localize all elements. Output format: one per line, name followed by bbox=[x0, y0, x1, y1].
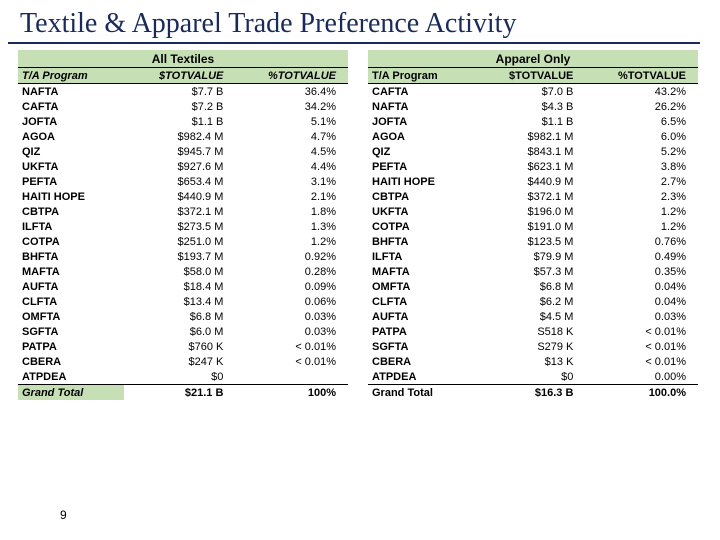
table-row: HAITI HOPE$440.9 M2.1% bbox=[18, 189, 348, 204]
table-row: NAFTA$4.3 B26.2% bbox=[368, 99, 698, 114]
table-row: PEFTA$653.4 M3.1% bbox=[18, 174, 348, 189]
table-row: CBERA$247 K< 0.01% bbox=[18, 354, 348, 369]
table-row: OMFTA$6.8 M0.04% bbox=[368, 279, 698, 294]
table-row: CLFTA$6.2 M0.04% bbox=[368, 294, 698, 309]
right-col-pct: %TOTVALUE bbox=[577, 68, 698, 84]
table-row: PATPA$760 K< 0.01% bbox=[18, 339, 348, 354]
table-row: CAFTA$7.0 B43.2% bbox=[368, 84, 698, 100]
table-row: ATPDEA$0 bbox=[18, 369, 348, 385]
left-grand-total: Grand Total $21.1 B 100% bbox=[18, 385, 348, 401]
table-row: PEFTA$623.1 M3.8% bbox=[368, 159, 698, 174]
table-row: SGFTAS279 K< 0.01% bbox=[368, 339, 698, 354]
all-textiles-table: All Textiles T/A Program $TOTVALUE %TOTV… bbox=[18, 50, 348, 400]
table-row: AGOA$982.1 M6.0% bbox=[368, 129, 698, 144]
table-row: UKFTA$927.6 M4.4% bbox=[18, 159, 348, 174]
table-row: COTPA$191.0 M1.2% bbox=[368, 219, 698, 234]
right-caption: Apparel Only bbox=[368, 50, 698, 68]
table-row: QIZ$843.1 M5.2% bbox=[368, 144, 698, 159]
table-row: BHFTA$123.5 M0.76% bbox=[368, 234, 698, 249]
table-row: BHFTA$193.7 M0.92% bbox=[18, 249, 348, 264]
table-row: OMFTA$6.8 M0.03% bbox=[18, 309, 348, 324]
left-col-value: $TOTVALUE bbox=[124, 68, 228, 84]
page-title: Textile & Apparel Trade Preference Activ… bbox=[8, 0, 700, 44]
right-col-value: $TOTVALUE bbox=[474, 68, 578, 84]
table-row: AUFTA$4.5 M0.03% bbox=[368, 309, 698, 324]
table-row: HAITI HOPE$440.9 M2.7% bbox=[368, 174, 698, 189]
table-row: MAFTA$57.3 M0.35% bbox=[368, 264, 698, 279]
table-row: ILFTA$79.9 M0.49% bbox=[368, 249, 698, 264]
table-row: PATPAS518 K< 0.01% bbox=[368, 324, 698, 339]
left-col-pct: %TOTVALUE bbox=[227, 68, 348, 84]
table-row: ATPDEA$00.00% bbox=[368, 369, 698, 385]
table-row: COTPA$251.0 M1.2% bbox=[18, 234, 348, 249]
table-row: UKFTA$196.0 M1.2% bbox=[368, 204, 698, 219]
right-grand-total: Grand Total $16.3 B 100.0% bbox=[368, 385, 698, 401]
left-caption: All Textiles bbox=[18, 50, 348, 68]
table-row: CAFTA$7.2 B34.2% bbox=[18, 99, 348, 114]
left-col-program: T/A Program bbox=[18, 68, 124, 84]
table-row: CBTPA$372.1 M2.3% bbox=[368, 189, 698, 204]
table-row: ILFTA$273.5 M1.3% bbox=[18, 219, 348, 234]
table-row: SGFTA$6.0 M0.03% bbox=[18, 324, 348, 339]
table-row: CBTPA$372.1 M1.8% bbox=[18, 204, 348, 219]
table-row: MAFTA$58.0 M0.28% bbox=[18, 264, 348, 279]
tables-container: All Textiles T/A Program $TOTVALUE %TOTV… bbox=[0, 50, 720, 400]
table-row: JOFTA$1.1 B5.1% bbox=[18, 114, 348, 129]
table-row: CLFTA$13.4 M0.06% bbox=[18, 294, 348, 309]
table-row: JOFTA$1.1 B6.5% bbox=[368, 114, 698, 129]
table-row: CBERA$13 K< 0.01% bbox=[368, 354, 698, 369]
table-row: AGOA$982.4 M4.7% bbox=[18, 129, 348, 144]
table-row: QIZ$945.7 M4.5% bbox=[18, 144, 348, 159]
apparel-only-table: Apparel Only T/A Program $TOTVALUE %TOTV… bbox=[368, 50, 698, 400]
right-col-program: T/A Program bbox=[368, 68, 474, 84]
table-row: AUFTA$18.4 M0.09% bbox=[18, 279, 348, 294]
page-number: 9 bbox=[60, 508, 67, 522]
table-row: NAFTA$7.7 B36.4% bbox=[18, 84, 348, 100]
